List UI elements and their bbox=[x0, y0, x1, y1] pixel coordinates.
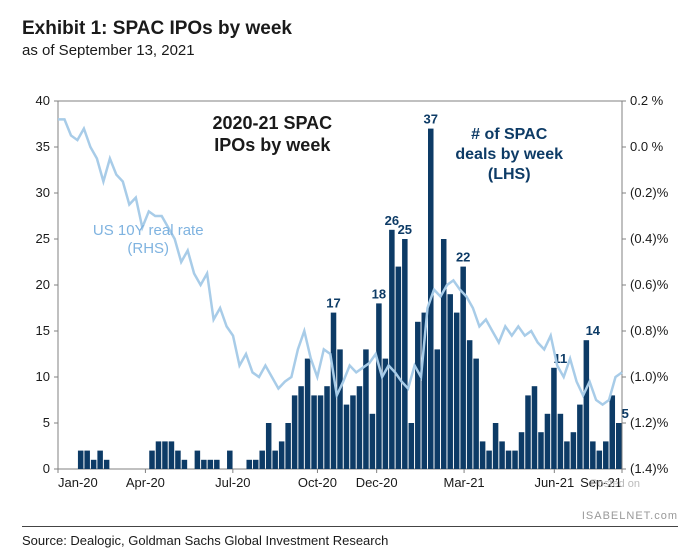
chart-footer: Source: Dealogic, Goldman Sachs Global I… bbox=[22, 526, 678, 548]
svg-text:(0.8)%: (0.8)% bbox=[630, 323, 669, 338]
svg-text:40: 40 bbox=[36, 93, 50, 108]
svg-text:35: 35 bbox=[36, 139, 50, 154]
svg-text:(0.2)%: (0.2)% bbox=[630, 185, 669, 200]
chart-svg: 0 5 10 15 20 25 30 35 40 0.2 % 0.0 % (0.2)% (0.4)% (0… bbox=[22, 78, 678, 510]
svg-text:(LHS): (LHS) bbox=[488, 166, 531, 183]
svg-text:10: 10 bbox=[36, 369, 50, 384]
svg-text:(RHS): (RHS) bbox=[127, 240, 169, 257]
svg-text:(1.2)%: (1.2)% bbox=[630, 415, 669, 430]
svg-text:Jun-21: Jun-21 bbox=[534, 475, 574, 490]
svg-text:Mar-21: Mar-21 bbox=[443, 475, 484, 490]
svg-text:IPOs by week: IPOs by week bbox=[214, 135, 331, 155]
svg-text:22: 22 bbox=[456, 250, 470, 265]
svg-text:0: 0 bbox=[43, 461, 50, 476]
svg-text:25: 25 bbox=[36, 231, 50, 246]
svg-text:0.2 %: 0.2 % bbox=[630, 93, 664, 108]
svg-text:US 10Y real rate: US 10Y real rate bbox=[93, 222, 204, 239]
svg-text:(0.6)%: (0.6)% bbox=[630, 277, 669, 292]
svg-text:20: 20 bbox=[36, 277, 50, 292]
exhibit-subtitle: as of September 13, 2021 bbox=[22, 42, 678, 59]
svg-text:5: 5 bbox=[43, 415, 50, 430]
svg-text:14: 14 bbox=[586, 323, 601, 338]
svg-text:18: 18 bbox=[372, 286, 386, 301]
source-text: Source: Dealogic, Goldman Sachs Global I… bbox=[22, 533, 388, 548]
svg-text:# of SPAC: # of SPAC bbox=[471, 126, 548, 143]
chart-area: 0 5 10 15 20 25 30 35 40 0.2 % 0.0 % (0.2)% (0.4)% (0… bbox=[22, 78, 678, 510]
svg-text:Oct-20: Oct-20 bbox=[298, 475, 337, 490]
site-watermark: ISABELNET.com bbox=[582, 510, 678, 522]
svg-text:15: 15 bbox=[36, 323, 50, 338]
exhibit-title: Exhibit 1: SPAC IPOs by week bbox=[22, 18, 678, 40]
svg-text:deals by week: deals by week bbox=[455, 146, 563, 163]
svg-text:25: 25 bbox=[398, 222, 412, 237]
svg-text:5: 5 bbox=[622, 406, 629, 421]
svg-text:Jul-20: Jul-20 bbox=[215, 475, 250, 490]
svg-text:Apr-20: Apr-20 bbox=[126, 475, 165, 490]
svg-text:2020-21 SPAC: 2020-21 SPAC bbox=[212, 113, 332, 133]
svg-text:Dec-20: Dec-20 bbox=[356, 475, 398, 490]
svg-text:37: 37 bbox=[424, 112, 438, 127]
svg-text:(1.4)%: (1.4)% bbox=[630, 461, 669, 476]
svg-text:17: 17 bbox=[326, 296, 340, 311]
posted-watermark: Posted on bbox=[590, 478, 640, 490]
svg-text:0.0 %: 0.0 % bbox=[630, 139, 664, 154]
svg-text:(1.0)%: (1.0)% bbox=[630, 369, 669, 384]
svg-text:Jan-20: Jan-20 bbox=[58, 475, 98, 490]
chart-header: Exhibit 1: SPAC IPOs by week as of Septe… bbox=[0, 0, 700, 63]
svg-text:(0.4)%: (0.4)% bbox=[630, 231, 669, 246]
svg-text:30: 30 bbox=[36, 185, 50, 200]
